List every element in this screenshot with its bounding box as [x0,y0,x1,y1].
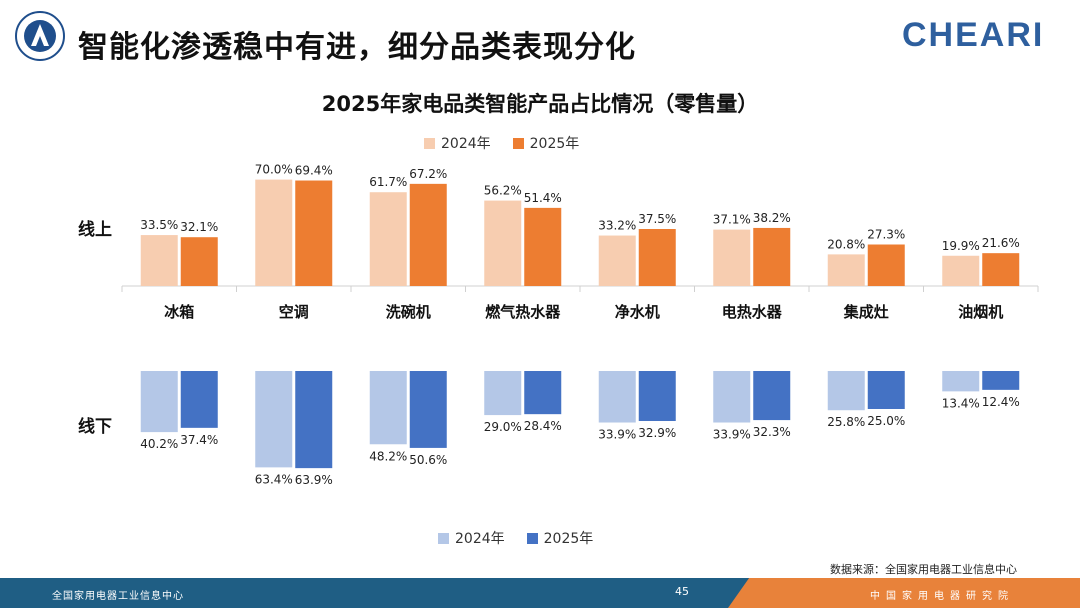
legend-offline: 2024年 2025年 [438,528,593,548]
legend-item-online-2025: 2025年 [512,133,580,153]
data-source: 数据来源：全国家用电器工业信息中心 [830,563,1017,576]
data-label: 56.2% [484,184,522,198]
bar [369,192,407,286]
data-label: 13.4% [942,396,980,410]
category-label: 净水机 [615,303,660,321]
data-label: 37.5% [638,212,676,226]
data-label: 20.8% [827,237,865,251]
data-label: 28.4% [524,419,562,433]
bar [638,371,676,422]
data-label: 40.2% [140,437,178,451]
page-number: 45 [675,585,689,598]
data-label: 33.9% [598,428,636,442]
chart-title: 2025年家电品类智能产品占比情况（零售量） [321,92,759,116]
bar [827,254,865,286]
category-label: 空调 [279,303,309,321]
data-label: 25.8% [827,415,865,429]
bar [409,183,447,286]
bar [180,371,218,428]
legend-item-offline-2024: 2024年 [438,528,505,548]
bar [598,235,636,286]
bar [827,371,865,411]
bar [867,244,905,286]
bar [753,227,791,286]
row-label-offline: 线下 [78,417,112,437]
data-label: 63.9% [295,473,333,487]
bar [409,371,447,448]
brand-logo: CHEARI [902,16,1045,54]
bar [369,371,407,445]
category-label: 冰箱 [164,303,194,321]
legend-swatch [424,137,435,149]
data-label: 33.9% [713,428,751,442]
category-label: 集成灶 [843,303,889,321]
legend-label: 2024年 [455,531,505,547]
bar [524,371,562,415]
footer-org: 全国家用电器工业信息中心 [52,591,184,602]
bar [942,371,980,392]
data-label: 38.2% [753,211,791,225]
bar [140,235,178,286]
data-label: 48.2% [369,449,407,463]
institute-logo-icon [15,11,65,61]
data-label: 33.2% [598,219,636,233]
data-label: 32.1% [180,220,218,234]
data-label: 19.9% [942,239,980,253]
legend-label: 2024年 [441,136,491,152]
legend-item-offline-2025: 2025年 [526,528,594,548]
bar [598,371,636,423]
row-label-online: 线上 [78,220,112,240]
bar [255,371,293,468]
legend-item-online-2024: 2024年 [424,133,491,153]
data-label: 37.4% [180,433,218,447]
legend-swatch [438,532,449,544]
data-label: 29.0% [484,420,522,434]
bar [484,200,522,286]
bar [867,371,905,409]
bar [295,180,333,286]
data-label: 50.6% [409,453,447,467]
bar [140,371,178,433]
bar [713,229,751,286]
data-label: 27.3% [867,228,905,242]
data-label: 32.9% [638,426,676,440]
bar [982,371,1020,390]
data-label: 70.0% [255,163,293,177]
data-label: 61.7% [369,175,407,189]
bar [180,237,218,286]
data-label: 51.4% [524,191,562,205]
bar [638,229,676,286]
page-title: 智能化渗透稳中有进，细分品类表现分化 [78,30,636,65]
bar [484,371,522,416]
legend-online: 2024年 2025年 [424,133,579,153]
footer-institute: 中国家用电器研究院 [870,591,1014,602]
data-label: 37.1% [713,213,751,227]
bar [713,371,751,423]
category-label: 燃气热水器 [485,303,561,321]
bar [982,253,1020,286]
data-label: 63.4% [255,472,293,486]
data-label: 12.4% [982,395,1020,409]
data-label: 33.5% [140,218,178,232]
legend-swatch [526,532,538,544]
bar [255,179,293,286]
category-label: 电热水器 [722,303,783,321]
data-label: 32.3% [753,425,791,439]
data-label: 69.4% [295,164,333,178]
bar [295,371,333,469]
data-label: 21.6% [982,236,1020,250]
bar [524,207,562,286]
category-label: 油烟机 [958,303,1003,321]
data-label: 67.2% [409,167,447,181]
footer-accent [728,578,1080,608]
data-label: 25.0% [867,414,905,428]
legend-label: 2025年 [543,531,594,547]
legend-swatch [512,137,524,149]
bar [942,255,980,286]
legend-label: 2025年 [529,136,580,152]
bar [753,371,791,421]
category-label: 洗碗机 [386,303,431,321]
